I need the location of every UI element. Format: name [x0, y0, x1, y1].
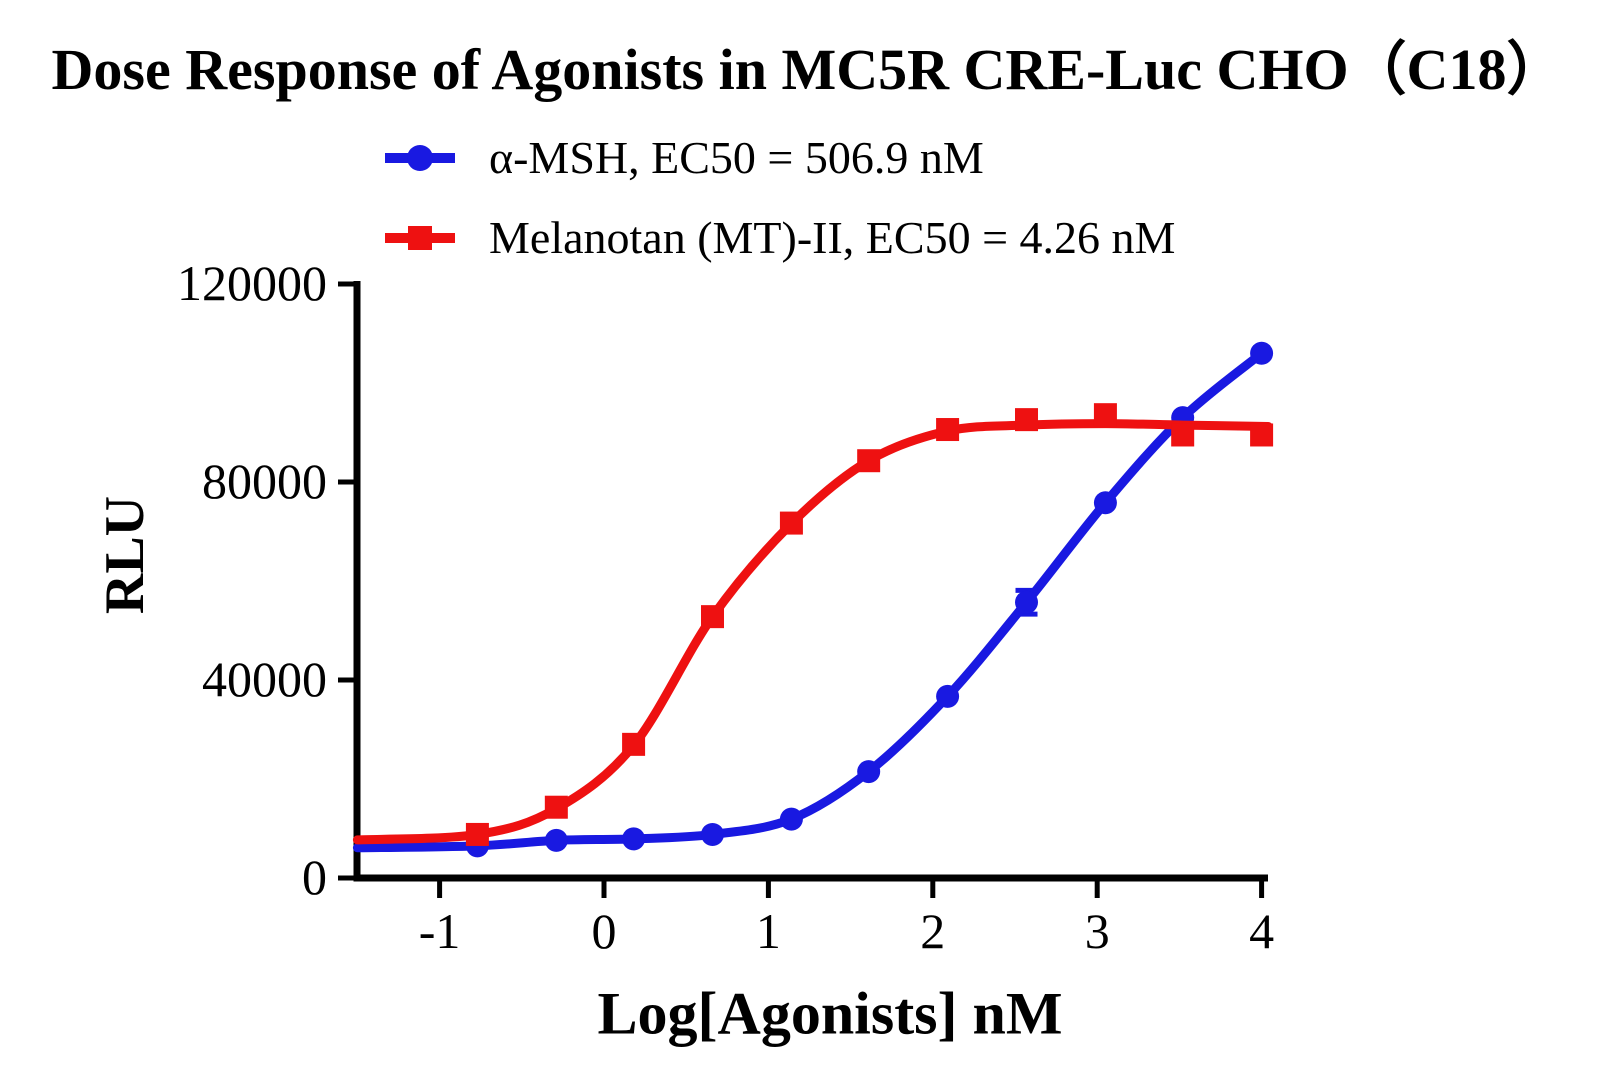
legend-item-amsh: α-MSH, EC50 = 506.9 nM: [385, 118, 1175, 198]
x-tick-label: 1: [755, 903, 781, 959]
x-tick-label: 4: [1249, 903, 1275, 959]
chart-title: Dose Response of Agonists in MC5R CRE-Lu…: [51, 37, 1565, 102]
legend-marker-square-icon: [385, 226, 455, 250]
x-tick-label: -1: [418, 903, 461, 959]
x-tick-label: 2: [920, 903, 946, 959]
x-tick-label: 0: [591, 903, 617, 959]
legend-marker-circle-icon: [385, 145, 455, 171]
y-tick-label: 40000: [202, 651, 327, 707]
x-tick-label: 3: [1084, 903, 1110, 959]
legend-label-mt2: Melanotan (MT)-II, EC50 = 4.26 nM: [489, 212, 1176, 263]
y-tick-label: 80000: [202, 453, 327, 509]
y-tick-label: 0: [302, 849, 327, 905]
y-tick-label: 120000: [177, 255, 327, 311]
x-axis-label: Log[Agonists] nM: [597, 980, 1063, 1047]
legend-label-amsh: α-MSH, EC50 = 506.9 nM: [489, 132, 984, 183]
legend-item-mt2: Melanotan (MT)-II, EC50 = 4.26 nM: [385, 198, 1175, 278]
legend: α-MSH, EC50 = 506.9 nM Melanotan (MT)-II…: [385, 118, 1175, 278]
